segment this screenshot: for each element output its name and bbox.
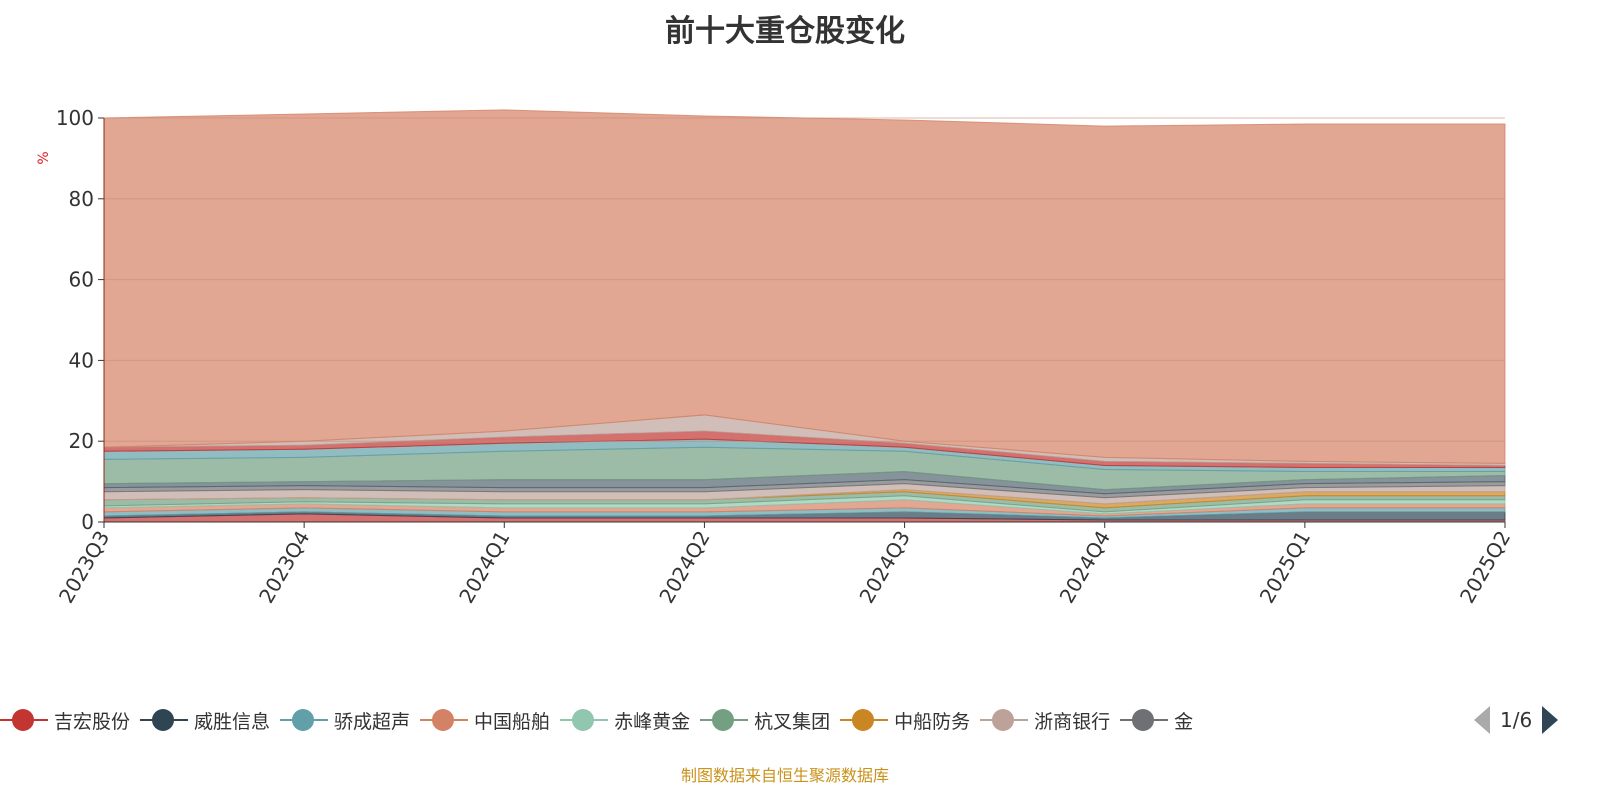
legend-item[interactable]: 中国船舶 — [420, 704, 550, 736]
legend-label: 金 — [1174, 710, 1194, 733]
x-tick-label: 2025Q2 — [1455, 527, 1515, 608]
x-tick-label: 2024Q2 — [654, 527, 714, 608]
legend-label: 吉宏股份 — [54, 710, 131, 733]
legend-item[interactable]: 浙商银行 — [980, 704, 1110, 736]
legend-item[interactable]: 杭叉集团 — [700, 704, 830, 736]
legend-label: 杭叉集团 — [754, 710, 831, 733]
legend-item[interactable]: 吉宏股份 — [0, 704, 130, 736]
legend-marker-icon — [0, 708, 48, 732]
legend-label: 骄成超声 — [334, 710, 411, 733]
legend-item[interactable]: 赤峰黄金 — [560, 704, 690, 736]
legend-pager: 1/6 — [1474, 704, 1559, 736]
legend-marker-icon — [280, 708, 329, 732]
legend-label: 浙商银行 — [1034, 710, 1111, 733]
legend-item[interactable]: 金 — [1120, 704, 1193, 736]
y-tick-label: 100 — [56, 106, 94, 130]
legend-marker-icon — [840, 708, 889, 732]
legend-page-indicator: 1/6 — [1500, 708, 1533, 732]
y-tick-label: 20 — [69, 429, 94, 453]
legend-label: 中国船舶 — [474, 710, 551, 733]
legend-next-page-icon[interactable] — [1542, 706, 1559, 734]
legend-label: 中船防务 — [894, 710, 971, 733]
x-tick-label: 2024Q1 — [454, 527, 514, 608]
legend-item[interactable]: 中船防务 — [840, 704, 970, 736]
legend-marker-icon — [1120, 708, 1169, 732]
legend-label: 赤峰黄金 — [614, 710, 691, 733]
legend-item[interactable]: 骄成超声 — [280, 704, 410, 736]
y-tick-label: 60 — [69, 268, 94, 292]
stacked-area-chart: 0 20 40 60 80 100% 2023Q3 2023Q4 2024Q1 2024Q2 202… — [36, 106, 1515, 608]
x-tick-label: 2024Q4 — [1055, 527, 1115, 608]
x-tick-label: 2024Q3 — [854, 527, 914, 608]
legend-item[interactable]: 威胜信息 — [140, 704, 270, 736]
x-tick-label: 2025Q1 — [1255, 527, 1315, 608]
y-tick-label: 0 — [81, 510, 94, 534]
y-axis-label: % — [36, 151, 52, 164]
legend-prev-page-icon[interactable] — [1474, 706, 1490, 734]
x-tick-label: 2023Q3 — [54, 527, 114, 608]
area-series-14 — [103, 109, 1506, 464]
legend-marker-icon — [140, 708, 189, 732]
legend-label: 威胜信息 — [194, 710, 271, 733]
data-source-note: 制图数据来自恒生聚源数据库 — [680, 766, 889, 785]
legend: 吉宏股份 威胜信息 骄成超声 中国船舶 赤峰黄金 杭叉集团 中船防务 浙商银行 金 — [0, 704, 1470, 736]
legend-marker-icon — [420, 708, 469, 732]
y-tick-label: 80 — [69, 187, 94, 211]
legend-marker-icon — [560, 708, 609, 732]
legend-marker-icon — [700, 708, 749, 732]
x-tick-label: 2023Q4 — [254, 527, 314, 608]
legend-marker-icon — [980, 708, 1029, 732]
y-tick-label: 40 — [69, 348, 94, 372]
chart-title: 前十大重仓股变化 — [665, 14, 905, 49]
